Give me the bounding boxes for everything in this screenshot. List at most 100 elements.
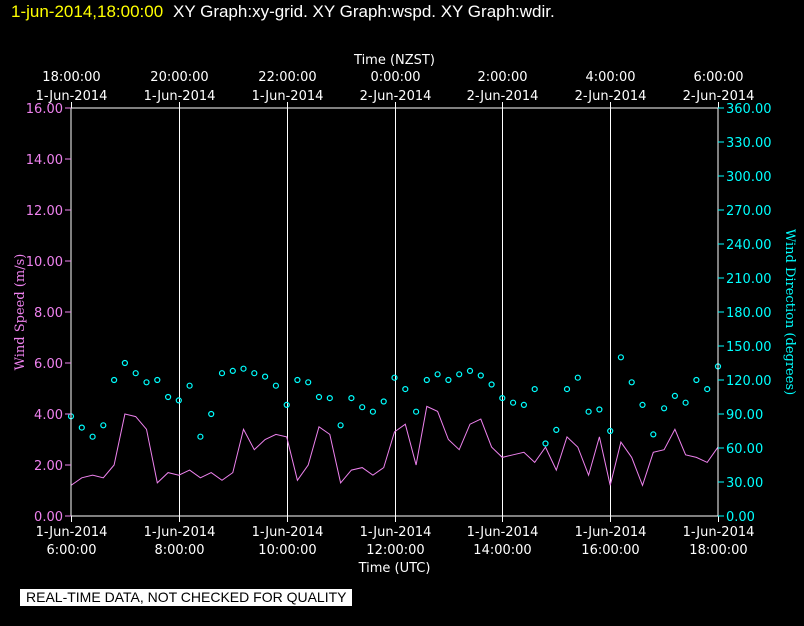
- wind-direction-point: [229, 367, 236, 374]
- left-axis-label: Wind Speed (m/s): [13, 254, 28, 371]
- wind-direction-point: [121, 359, 129, 367]
- bottom-tick-time: 16:00:00: [581, 543, 639, 558]
- top-tick-time: 0:00:00: [370, 70, 420, 85]
- wind-direction-point: [466, 367, 474, 374]
- wind-direction-point: [165, 393, 172, 401]
- wind-direction-point: [617, 354, 625, 361]
- bottom-tick-date: 1-Jun-2014: [36, 525, 108, 540]
- right-tick-label: 0.00: [726, 510, 755, 525]
- wind-direction-point: [563, 386, 571, 393]
- top-tick-time: 6:00:00: [693, 70, 743, 85]
- right-tick-label: 180.00: [726, 306, 772, 321]
- wind-speed-series: [70, 405, 719, 487]
- wind-direction-point: [477, 372, 484, 379]
- wind-direction-point: [283, 401, 290, 408]
- right-tick-label: 90.00: [726, 408, 763, 423]
- bottom-tick-time: 14:00:00: [473, 543, 531, 558]
- quality-notice: REAL-TIME DATA, NOT CHECKED FOR QUALITY: [20, 589, 353, 606]
- top-tick-time: 22:00:00: [258, 70, 316, 85]
- wind-direction-point: [262, 373, 269, 380]
- wind-direction-point: [186, 382, 193, 389]
- wind-speed-line: [70, 405, 719, 487]
- wind-direction-point: [650, 431, 657, 438]
- wind-direction-point: [520, 401, 528, 408]
- wind-direction-point: [218, 370, 226, 377]
- axis-tick-labels: 18:00:00 1-Jun-2014 1-Jun-2014 6:00:00 20:00…: [26, 70, 772, 558]
- wind-direction-point: [682, 399, 689, 406]
- wind-direction-point: [509, 399, 517, 406]
- wind-direction-point: [315, 393, 323, 401]
- left-tick-label: 6.00: [34, 357, 63, 372]
- wind-direction-point: [197, 433, 204, 440]
- wind-direction-point: [456, 371, 463, 378]
- right-tick-label: 150.00: [726, 340, 772, 355]
- wind-direction-point: [251, 370, 258, 377]
- wind-direction-point: [596, 406, 603, 413]
- bottom-tick-date: 1-Jun-2014: [683, 525, 755, 540]
- timestamp-label: 1-jun-2014,18:00:00: [11, 2, 164, 21]
- wind-direction-point: [359, 404, 366, 411]
- wind-direction-point: [78, 424, 85, 431]
- wind-direction-point: [294, 376, 301, 384]
- bottom-tick-date: 1-Jun-2014: [360, 525, 432, 540]
- left-tick-label: 16.00: [26, 102, 63, 117]
- wind-direction-point: [89, 433, 96, 440]
- bottom-tick-date: 1-Jun-2014: [252, 525, 324, 540]
- wind-direction-point: [143, 379, 150, 386]
- wind-direction-point: [671, 392, 679, 399]
- left-tick-label: 8.00: [34, 306, 63, 321]
- wind-direction-point: [488, 381, 495, 388]
- wind-direction-point: [132, 370, 139, 377]
- left-tick-label: 10.00: [26, 255, 63, 270]
- right-axis-label: Wind Direction (degrees): [782, 229, 797, 395]
- wind-direction-point: [445, 376, 452, 384]
- top-axis-label: Time (NZST): [353, 53, 435, 68]
- wind-direction-point: [607, 427, 614, 435]
- left-tick-label: 2.00: [34, 459, 63, 474]
- wind-direction-point: [413, 408, 420, 415]
- wind-direction-point: [391, 374, 398, 381]
- right-tick-label: 120.00: [726, 374, 772, 389]
- wind-direction-point: [553, 426, 560, 433]
- wind-direction-series: [67, 354, 722, 447]
- left-tick-label: 14.00: [26, 153, 63, 168]
- left-tick-label: 4.00: [34, 408, 63, 423]
- left-tick-label: 12.00: [26, 204, 63, 219]
- wind-direction-point: [337, 422, 344, 429]
- top-tick-time: 18:00:00: [42, 70, 100, 85]
- top-tick-date: 2-Jun-2014: [360, 89, 432, 104]
- right-tick-label: 330.00: [726, 136, 772, 151]
- wind-direction-point: [402, 386, 409, 393]
- wind-direction-point: [175, 397, 182, 404]
- right-tick-label: 240.00: [726, 238, 772, 253]
- bottom-tick-time: 8:00:00: [154, 543, 204, 558]
- wind-direction-point: [326, 395, 333, 402]
- wind-direction-point: [380, 398, 387, 405]
- bottom-tick-time: 12:00:00: [366, 543, 424, 558]
- vertical-grid: [179, 108, 611, 516]
- left-tick-label: 0.00: [34, 510, 63, 525]
- wind-direction-point: [660, 405, 668, 412]
- bottom-axis-label: Time (UTC): [358, 561, 431, 576]
- right-tick-label: 60.00: [726, 442, 763, 457]
- right-tick-label: 30.00: [726, 476, 763, 491]
- top-tick-time: 20:00:00: [150, 70, 208, 85]
- wind-direction-point: [240, 365, 247, 372]
- bottom-tick-date: 1-Jun-2014: [467, 525, 539, 540]
- wind-direction-point: [574, 374, 581, 381]
- wind-direction-point: [628, 379, 635, 386]
- wind-direction-point: [154, 376, 161, 384]
- bottom-tick-date: 1-Jun-2014: [575, 525, 647, 540]
- bottom-tick-date: 1-Jun-2014: [144, 525, 216, 540]
- right-tick-label: 270.00: [726, 204, 772, 219]
- wind-direction-point: [704, 386, 711, 393]
- top-tick-date: 2-Jun-2014: [683, 89, 755, 104]
- wind-direction-point: [272, 382, 279, 389]
- wind-direction-point: [434, 371, 441, 378]
- wind-direction-point: [208, 410, 215, 418]
- top-tick-date: 2-Jun-2014: [467, 89, 539, 104]
- top-tick-date: 1-Jun-2014: [252, 89, 324, 104]
- wind-direction-point: [110, 376, 118, 384]
- axis-ticks: [65, 102, 724, 522]
